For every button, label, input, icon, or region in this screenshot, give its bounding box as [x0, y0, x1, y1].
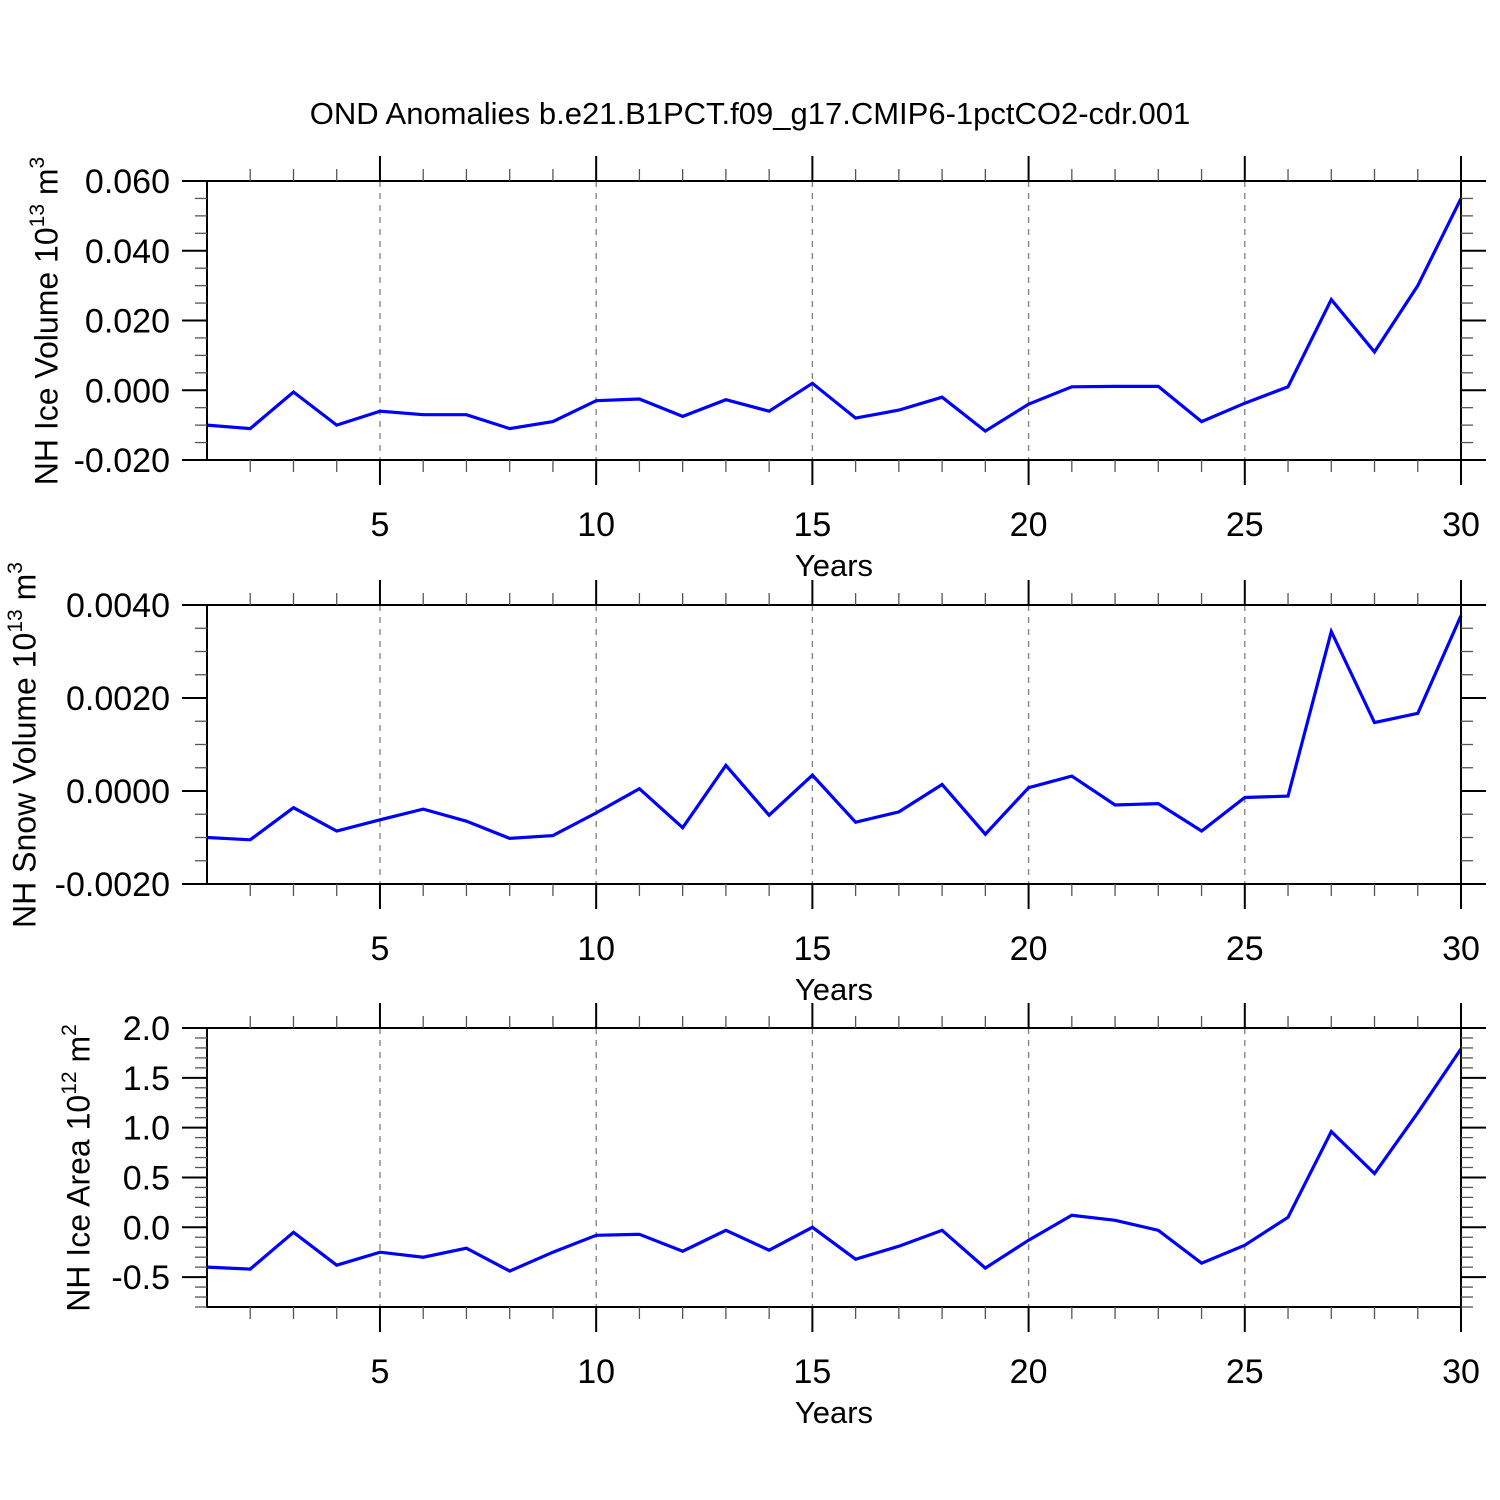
y-tick-label-1.5: 1.5: [123, 1060, 170, 1098]
y-tick-label-0.0040: 0.0040: [66, 587, 170, 625]
y-axis-title-exponent: 2: [58, 1024, 81, 1036]
x-tick-label-25: 25: [1226, 506, 1264, 544]
y-tick-label-0.040: 0.040: [85, 233, 170, 271]
y-tick-label-0.060: 0.060: [85, 163, 170, 201]
y-axis-title-text: NH Snow Volume 10: [6, 632, 43, 928]
y-axis-title-exponent: 12: [58, 1071, 81, 1095]
plot-frame-panel-3: [206, 1027, 1462, 1308]
x-tick-label-5: 5: [371, 930, 390, 968]
x-tick-label-10: 10: [577, 930, 615, 968]
y-tick-label--0.5: -0.5: [111, 1259, 170, 1297]
x-tick-label-25: 25: [1226, 930, 1264, 968]
y-axis-title-text: m: [60, 1035, 97, 1072]
x-tick-label-30: 30: [1442, 506, 1480, 544]
y-axis-title-exponent: 13: [4, 609, 27, 633]
y-axis-title-text: NH Ice Volume 10: [28, 227, 65, 486]
y-axis-title-ice-area: NH Ice Area 1012 m2: [50, 888, 97, 1448]
x-axis-title-panel-2: Years: [794, 972, 874, 1007]
y-tick-label--0.0020: -0.0020: [55, 866, 170, 904]
x-axis-title-panel-1: Years: [794, 548, 874, 583]
y-tick-label-1.0: 1.0: [123, 1110, 170, 1148]
x-tick-label-15: 15: [793, 506, 831, 544]
x-tick-label-20: 20: [1010, 1353, 1048, 1391]
y-tick-label-0.0: 0.0: [123, 1209, 170, 1247]
x-tick-label-10: 10: [577, 506, 615, 544]
plot-frame-panel-2: [206, 604, 1462, 885]
x-tick-label-5: 5: [371, 506, 390, 544]
x-tick-label-5: 5: [371, 1353, 390, 1391]
y-axis-title-text: m: [28, 168, 65, 204]
y-axis-title-exponent: 3: [26, 156, 49, 169]
data-line-panel-1: [206, 197, 1463, 434]
y-tick-label-0.020: 0.020: [85, 303, 170, 341]
y-axis-title-exponent: 3: [4, 562, 27, 574]
x-tick-label-30: 30: [1442, 1353, 1480, 1391]
y-tick-label-0.5: 0.5: [123, 1159, 170, 1197]
chart-title: OND Anomalies b.e21.B1PCT.f09_g17.CMIP6-…: [309, 96, 1191, 131]
y-tick-label-0.0000: 0.0000: [66, 773, 170, 811]
y-tick-label-2.0: 2.0: [123, 1010, 170, 1048]
y-axis-title-text: m: [6, 573, 43, 610]
data-line-panel-3: [206, 1048, 1463, 1273]
y-tick-label--0.020: -0.020: [74, 442, 170, 480]
plot-frame-panel-1: [206, 180, 1462, 461]
x-axis-title-panel-3: Years: [794, 1395, 874, 1430]
data-line-panel-2: [206, 615, 1463, 842]
x-tick-label-10: 10: [577, 1353, 615, 1391]
y-axis-title-snow-volume: NH Snow Volume 1013 m3: [0, 465, 43, 1025]
x-tick-label-20: 20: [1010, 506, 1048, 544]
x-tick-label-30: 30: [1442, 930, 1480, 968]
x-tick-label-25: 25: [1226, 1353, 1264, 1391]
y-axis-title-exponent: 13: [26, 203, 49, 228]
x-tick-label-15: 15: [793, 930, 831, 968]
x-tick-label-20: 20: [1010, 930, 1048, 968]
y-axis-title-text: NH Ice Area 10: [60, 1094, 97, 1312]
x-tick-label-15: 15: [793, 1353, 831, 1391]
y-tick-label-0.000: 0.000: [85, 372, 170, 410]
y-tick-label-0.0020: 0.0020: [66, 680, 170, 718]
